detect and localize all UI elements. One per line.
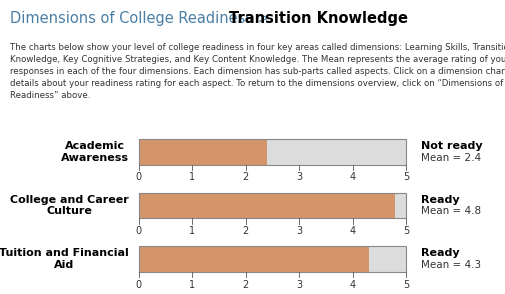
Bar [138,246,368,272]
Text: 3: 3 [295,172,301,182]
Bar [368,246,405,272]
Text: Academic
Awareness: Academic Awareness [61,141,129,163]
Text: Tuition and Financial
Aid: Tuition and Financial Aid [0,248,129,270]
Bar [138,139,405,165]
Text: 5: 5 [402,172,409,182]
Text: 2: 2 [242,172,248,182]
Text: College and Career
Culture: College and Career Culture [11,195,129,216]
Text: Mean = 4.8: Mean = 4.8 [420,206,480,216]
Text: 2: 2 [242,226,248,236]
Text: 4: 4 [349,226,355,236]
Text: 1: 1 [189,172,195,182]
Text: 4: 4 [349,172,355,182]
Text: Transition Knowledge: Transition Knowledge [229,11,408,26]
Text: 1: 1 [189,226,195,236]
Text: 1: 1 [189,280,195,290]
Text: 3: 3 [295,280,301,290]
Text: 5: 5 [402,226,409,236]
Text: 4: 4 [349,280,355,290]
Text: The charts below show your level of college readiness in four key areas called d: The charts below show your level of coll… [10,43,505,100]
Bar [394,193,405,218]
Text: Dimensions of College Readiness >: Dimensions of College Readiness > [10,11,274,26]
Text: 3: 3 [295,226,301,236]
Text: Ready: Ready [420,195,459,205]
Text: 0: 0 [135,280,141,290]
Text: 5: 5 [402,280,409,290]
Text: Mean = 2.4: Mean = 2.4 [420,153,480,163]
Text: 0: 0 [135,172,141,182]
Text: Mean = 4.3: Mean = 4.3 [420,260,480,270]
Bar [138,193,405,218]
Bar [138,246,405,272]
Text: 0: 0 [135,226,141,236]
Text: Ready: Ready [420,248,459,258]
Text: Not ready: Not ready [420,141,481,151]
Bar [138,139,267,165]
Text: 2: 2 [242,280,248,290]
Bar [267,139,405,165]
Bar [138,193,394,218]
